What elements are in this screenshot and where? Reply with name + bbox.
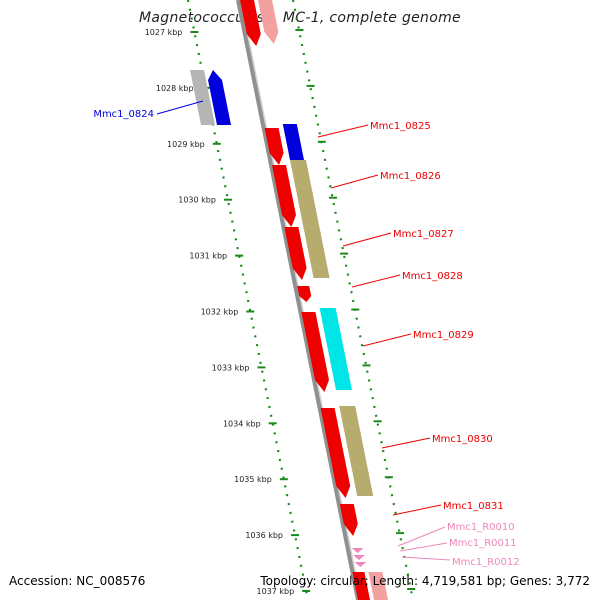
genome-summary-text: Topology: circular; Length: 4,719,581 bp… <box>260 574 590 588</box>
gene-label: Mmc1_0831 <box>443 501 504 512</box>
label-leader-line <box>381 437 431 449</box>
label-leader-line <box>399 542 448 552</box>
accession-text: Accession: NC_008576 <box>9 574 146 588</box>
gene-label: Mmc1_0826 <box>380 171 441 182</box>
label-leader-line <box>351 274 401 288</box>
rna-marker <box>353 555 365 560</box>
gene-bar-olive <box>339 406 374 496</box>
label-leader-line <box>397 526 446 547</box>
gene-arrow-blue <box>208 70 231 125</box>
gene-label: Mmc1_0827 <box>393 229 454 240</box>
rna-marker <box>351 548 364 553</box>
tick-label: 1029 kbp <box>167 140 205 149</box>
gene-bar-blue <box>282 124 304 160</box>
gene-bar-cyan <box>319 308 352 390</box>
gene-arrow <box>284 227 307 280</box>
gene-label: Mmc1_R0010 <box>447 522 515 533</box>
rna-marker <box>354 562 367 567</box>
gene-label: Mmc1_0828 <box>402 271 463 282</box>
gene-arrow-faded <box>258 0 279 44</box>
gene-arrow-small <box>297 286 312 302</box>
label-leader-line <box>392 504 442 516</box>
tick-label: 1032 kbp <box>201 308 239 317</box>
label-leader-line <box>401 556 451 561</box>
label-leader-line <box>330 174 379 189</box>
gene-bar-olive <box>290 160 330 278</box>
label-leader-line <box>317 124 369 138</box>
gene-arrow <box>339 504 358 536</box>
gene-label: Mmc1_R0011 <box>449 538 517 549</box>
tick-label: 1027 kbp <box>145 28 183 37</box>
gene-label: Mmc1_0825 <box>370 121 431 132</box>
label-leader-line <box>156 100 204 115</box>
gene-arrow <box>301 312 329 392</box>
tick-label: 1035 kbp <box>234 475 272 484</box>
tick-label: 1030 kbp <box>178 196 216 205</box>
label-leader-line <box>362 333 412 347</box>
label-leader-line <box>342 232 392 247</box>
gene-label: Mmc1_0829 <box>413 330 474 341</box>
gene-arrow <box>320 408 351 498</box>
gene-label: Mmc1_0824 <box>93 109 154 120</box>
tick-label: 1037 kbp <box>256 587 294 596</box>
backbone-line <box>236 0 360 600</box>
tick-label: 1034 kbp <box>223 419 261 428</box>
gene-arrow <box>272 165 296 227</box>
map-title: Magnetococcus sp. MC-1, complete genome <box>139 10 461 26</box>
tick-label: 1036 kbp <box>245 531 283 540</box>
gene-arrow <box>240 0 261 46</box>
gene-arrow <box>264 128 284 165</box>
gene-bar <box>352 572 370 600</box>
gene-bar-faded <box>368 572 388 600</box>
tick-label: 1031 kbp <box>189 252 227 261</box>
gene-bar-gray <box>190 70 215 125</box>
tick-label: 1028 kbp <box>156 84 194 93</box>
gene-label: Mmc1_0830 <box>432 434 493 445</box>
gene-label: Mmc1_R0012 <box>452 557 520 568</box>
tick-label: 1033 kbp <box>212 363 250 372</box>
